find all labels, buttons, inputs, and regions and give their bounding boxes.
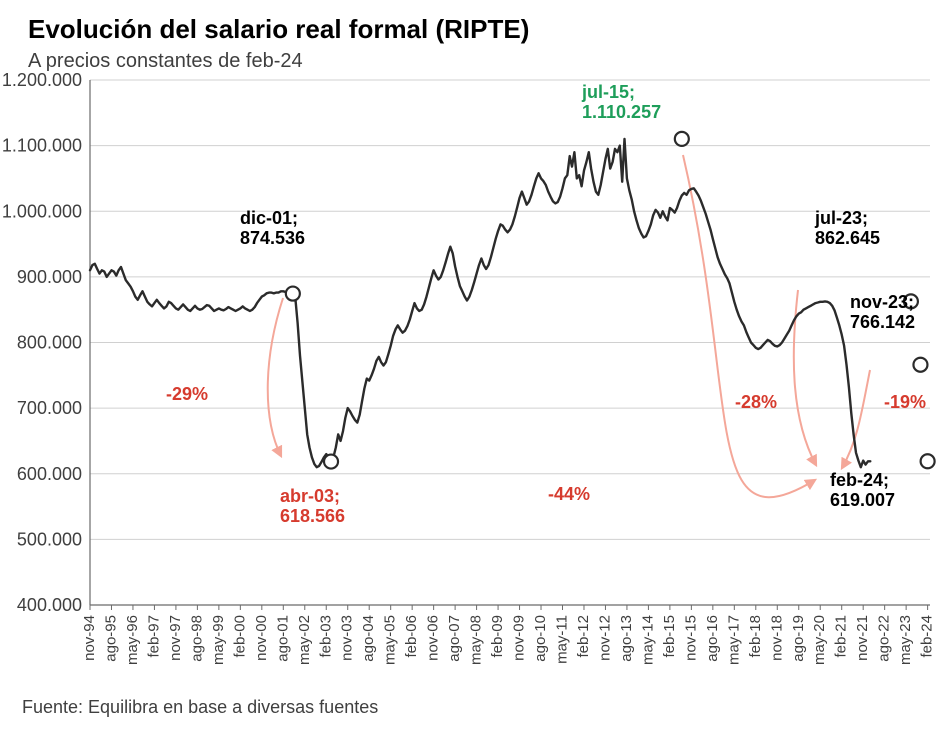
label-feb24: feb-24;619.007: [830, 470, 895, 510]
x-tick-label: ago-13: [618, 615, 635, 662]
x-tick-label: nov-00: [253, 615, 270, 661]
x-tick-label: feb-97: [145, 615, 162, 658]
x-tick-label: nov-18: [768, 615, 785, 661]
x-tick-label: nov-03: [339, 615, 356, 661]
x-tick-label: ago-07: [446, 615, 463, 662]
arrow-29: [268, 298, 283, 456]
label-jul15: jul-15;1.110.257: [581, 82, 661, 122]
y-tick-label: 900.000: [17, 267, 82, 287]
x-tick-label: nov-97: [167, 615, 184, 661]
x-tick-label: may-05: [382, 615, 399, 665]
x-tick-label: may-14: [639, 615, 656, 665]
x-tick-label: may-02: [296, 615, 313, 665]
label-nov23: nov-23;766.142: [850, 292, 915, 332]
pct-28: -28%: [735, 392, 777, 412]
marker-feb-24: [921, 454, 935, 468]
x-tick-label: feb-03: [317, 615, 334, 658]
x-tick-label: feb-09: [489, 615, 506, 658]
x-tick-label: nov-94: [81, 615, 98, 661]
y-tick-label: 400.000: [17, 595, 82, 615]
marker-nov-23: [913, 358, 927, 372]
x-tick-label: ago-98: [188, 615, 205, 662]
pct-29: -29%: [166, 384, 208, 404]
x-tick-label: feb-12: [575, 615, 592, 658]
x-tick-label: nov-12: [596, 615, 613, 661]
x-tick-label: may-20: [811, 615, 828, 665]
x-tick-label: ago-16: [704, 615, 721, 662]
marker-abr-03: [324, 455, 338, 469]
x-tick-label: ago-19: [790, 615, 807, 662]
x-tick-label: nov-06: [425, 615, 442, 661]
y-tick-label: 700.000: [17, 398, 82, 418]
x-tick-label: feb-24: [919, 615, 936, 658]
y-tick-label: 1.200.000: [2, 70, 82, 90]
x-tick-label: ago-22: [876, 615, 893, 662]
label-dic01: dic-01;874.536: [240, 208, 305, 248]
x-tick-label: may-96: [124, 615, 141, 665]
y-tick-label: 800.000: [17, 333, 82, 353]
y-tick-label: 1.000.000: [2, 201, 82, 221]
x-tick-label: may-99: [210, 615, 227, 665]
x-tick-label: ago-95: [102, 615, 119, 662]
x-tick-label: feb-15: [661, 615, 678, 658]
marker-jul-15: [675, 132, 689, 146]
ripte-line-chart: 400.000 500.000 600.000 700.000 800.000 900.0…: [0, 0, 950, 732]
x-tick-label: feb-18: [747, 615, 764, 658]
y-tick-label: 1.100.000: [2, 136, 82, 156]
x-tick-label: may-08: [468, 615, 485, 665]
x-tick-label: may-11: [554, 615, 571, 664]
label-jul23: jul-23;862.645: [814, 208, 880, 248]
x-tick-label: nov-21: [854, 615, 871, 661]
x-tick-label: nov-09: [511, 615, 528, 661]
pct-19: -19%: [884, 392, 926, 412]
x-tick-label: feb-00: [231, 615, 248, 658]
y-tick-label: 600.000: [17, 464, 82, 484]
y-tick-label: 500.000: [17, 529, 82, 549]
x-tick-label: feb-06: [403, 615, 420, 658]
x-tick-label: nov-15: [682, 615, 699, 661]
x-tick-label: ago-04: [360, 615, 377, 662]
marker-dic-01: [286, 287, 300, 301]
pct-44: -44%: [548, 484, 590, 504]
x-tick-label: may-17: [725, 615, 742, 665]
label-abr03: abr-03;618.566: [280, 486, 345, 526]
series-line: [90, 139, 870, 467]
x-tick-label: may-23: [897, 615, 914, 665]
x-tick-label: ago-01: [274, 615, 291, 662]
x-tick-label: feb-21: [833, 615, 850, 658]
x-tick-label: ago-10: [532, 615, 549, 662]
